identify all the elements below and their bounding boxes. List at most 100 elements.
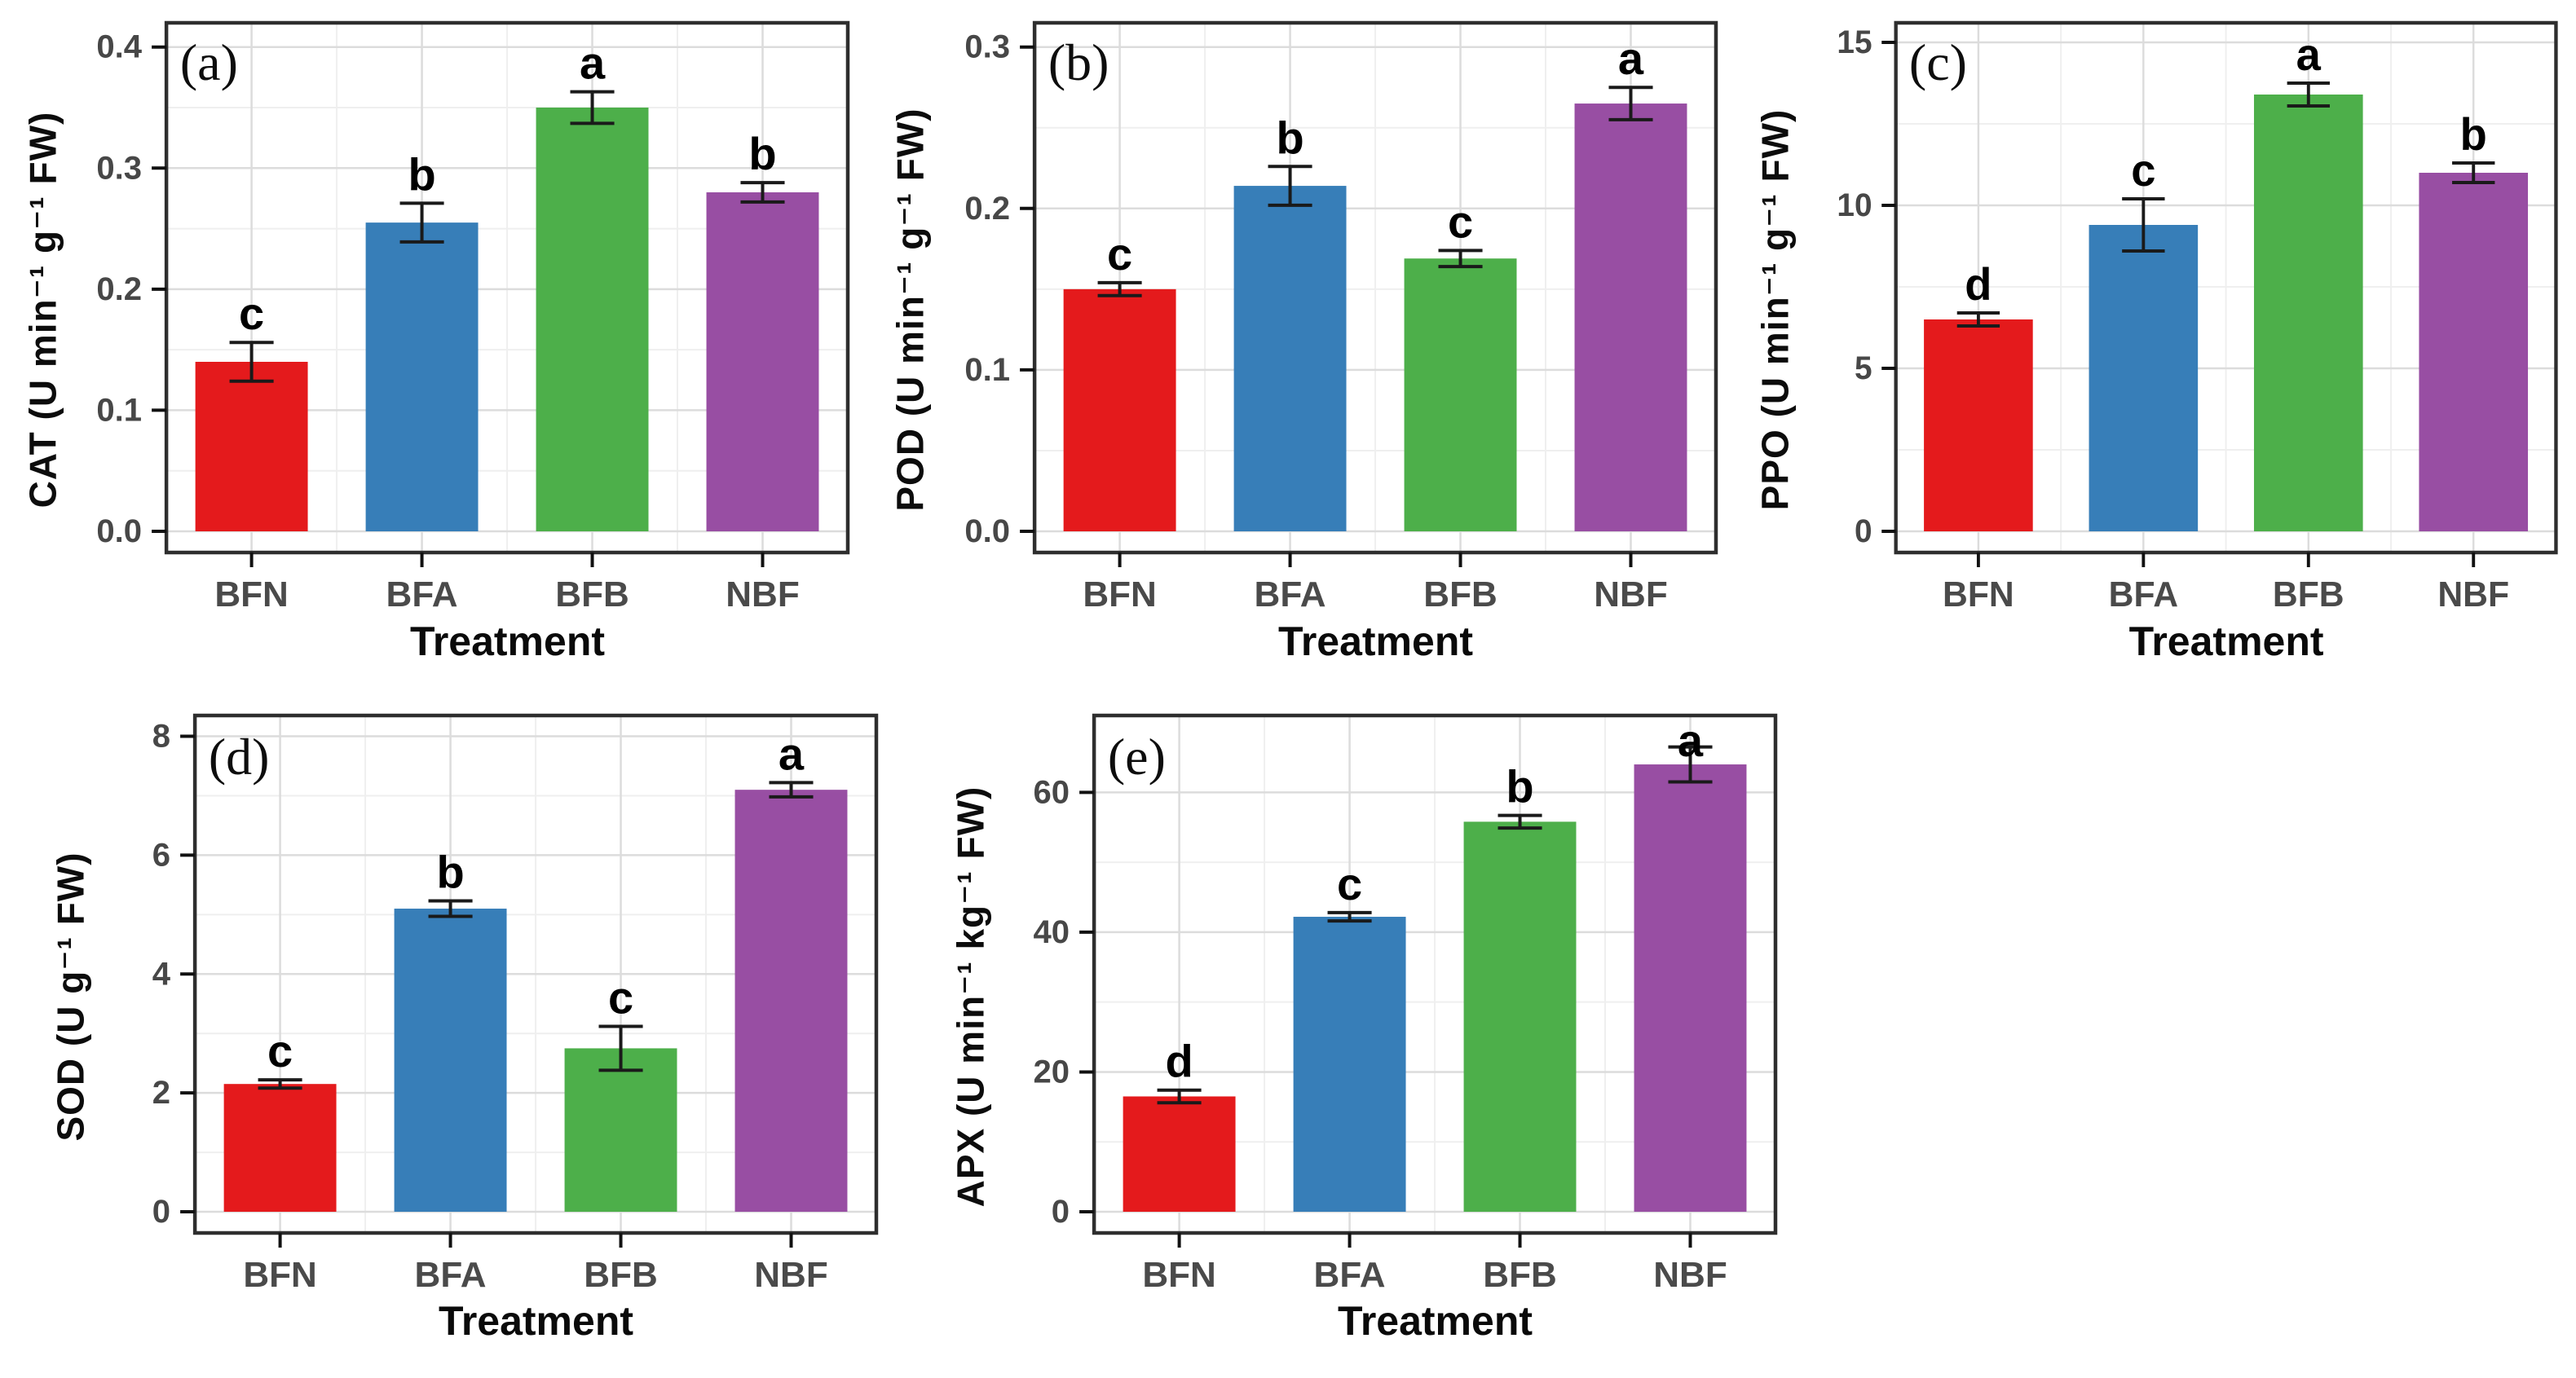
sig-letter-BFA: b [436,847,464,898]
panel-cat: CAT (U min⁻¹ g⁻¹ FW) c b a b 0.0 0.1 0.2 0.3 0.4… [8,5,860,696]
x-tick-label-NBF: NBF [2437,575,2509,614]
y-tick-label: 10 [1837,187,1872,224]
bar-BFB [536,108,649,531]
x-axis-title: Treatment [2128,619,2324,664]
plot-canvas-ppo: d c a b 0 5 10 15 BFN BFA BFB NBF [1837,20,2558,614]
sig-letter-BFA: b [1276,112,1303,163]
y-tick-label: 0.2 [964,191,1010,227]
sig-letter-BFN: d [1165,1036,1193,1087]
x-tick-label-NBF: NBF [726,575,800,614]
y-tick-label: 5 [1855,350,1872,387]
panel-label-d: (d) [208,728,270,786]
x-axis-title: Treatment [410,619,606,664]
x-tick-label-BFN: BFN [243,1255,317,1294]
panel-label-c: (c) [1908,33,1967,91]
bar-NBF [2419,173,2529,531]
x-tick-label-BFB: BFB [1483,1255,1557,1294]
y-axis-title-text: POD (U min⁻¹ g⁻¹ FW) [889,108,933,512]
bar-BFA [2089,225,2199,531]
panel-frame [1032,20,1718,555]
x-tick-label-BFA: BFA [2109,575,2178,614]
bar-BFA [1293,917,1406,1212]
sig-letter-BFB: c [1448,196,1473,247]
x-tick-label-BFB: BFB [584,1255,658,1294]
sig-letter-BFN: c [267,1025,293,1076]
y-axis-title-apx: APX (U min⁻¹ kg⁻¹ FW) [936,699,1004,1294]
bar-NBF [1574,103,1687,532]
y-axis-title-text: APX (U min⁻¹ kg⁻¹ FW) [949,786,991,1208]
bar-BFB [2253,95,2363,531]
x-tick-label-NBF: NBF [1653,1255,1727,1294]
plot-canvas-sod: c b c a 0 2 4 6 8 BFN BFA BFB NBF [152,713,879,1294]
y-tick-label: 0.1 [96,392,142,428]
x-tick-label-BFB: BFB [2273,575,2344,614]
bar-BFN [1123,1096,1236,1212]
y-tick-label: 0.3 [96,150,142,186]
y-axis-title-pod: POD (U min⁻¹ g⁻¹ FW) [876,5,945,614]
panel-apx: APX (U min⁻¹ kg⁻¹ FW) d c b a 0 20 40 60 BFN BFA B… [936,699,1788,1376]
panel-label-e: (e) [1107,728,1166,786]
panel-ppo: PPO (U min⁻¹ g⁻¹ FW) d c a b 0 5 10 15 BFN BFA BFB… [1740,5,2568,696]
y-axis-title-text: SOD (U g⁻¹ FW) [50,852,92,1142]
x-tick-label-BFN: BFN [1142,1255,1216,1294]
x-tick-label-NBF: NBF [1594,575,1668,614]
x-tick-label-BFB: BFB [555,575,629,614]
bar-BFB [1463,821,1577,1212]
y-tick-label: 0.0 [96,513,142,549]
bar-NBF [706,192,819,531]
y-axis-title-text: PPO (U min⁻¹ g⁻¹ FW) [1753,108,1796,511]
y-tick-label: 60 [1034,774,1070,810]
bar-BFA [1233,186,1347,532]
sig-letter-BFA: c [1337,858,1362,909]
y-axis-title-sod: SOD (U g⁻¹ FW) [37,699,105,1294]
x-tick-label-BFA: BFA [1314,1255,1386,1294]
sig-letter-NBF: a [1678,715,1704,766]
x-axis-title: Treatment [1338,1298,1533,1344]
y-tick-label: 4 [152,956,171,992]
plot-canvas-pod: c b c a 0.0 0.1 0.2 0.3 BFN BFA BFB NBF [964,20,1718,614]
sig-letter-BFN: c [1107,228,1132,280]
y-tick-label: 8 [152,719,170,755]
bar-BFA [394,909,507,1212]
y-axis-title-ppo: PPO (U min⁻¹ g⁻¹ FW) [1740,5,1809,614]
x-tick-label-BFB: BFB [1423,575,1498,614]
sig-letter-NBF: a [779,728,805,779]
y-tick-label: 40 [1034,914,1070,950]
panel-sod: SOD (U g⁻¹ FW) c b c a 0 2 4 6 8 BFN BFA BFB NBF (d)… [37,699,889,1376]
panel-frame [1894,20,2558,555]
bar-NBF [734,790,848,1212]
x-tick-label-BFA: BFA [1255,575,1326,614]
sig-letter-BFA: c [2131,144,2155,196]
bar-BFN [1924,319,2033,531]
x-tick-label-BFA: BFA [415,1255,487,1294]
bar-BFA [365,222,479,531]
y-axis-title-cat: CAT (U min⁻¹ g⁻¹ FW) [8,5,77,614]
bar-BFN [195,362,308,531]
y-tick-label: 15 [1837,24,1872,61]
x-tick-label-BFN: BFN [214,575,289,614]
y-tick-label: 0 [1855,513,1872,550]
y-tick-label: 0.2 [96,271,142,307]
x-tick-label-BFA: BFA [386,575,458,614]
sig-letter-BFA: b [408,148,435,200]
bar-BFN [1063,288,1176,531]
y-tick-label: 2 [152,1075,170,1111]
y-tick-label: 20 [1034,1054,1070,1090]
plot-canvas-cat: c b a b 0.0 0.1 0.2 0.3 0.4 BFN BFA BFB NBF [96,20,850,614]
sig-letter-BFN: c [239,288,264,339]
panel-pod: POD (U min⁻¹ g⁻¹ FW) c b c a 0.0 0.1 0.2 0.3 BFN… [876,5,1728,696]
sig-letter-BFB: c [608,971,633,1023]
y-axis-title-text: CAT (U min⁻¹ g⁻¹ FW) [21,111,64,508]
x-tick-label-BFN: BFN [1083,575,1157,614]
sig-letter-NBF: a [1618,33,1644,84]
sig-letter-BFN: d [1965,258,1992,310]
x-axis-title: Treatment [1278,619,1474,664]
plot-canvas-apx: d c b a 0 20 40 60 BFN BFA BFB NBF [1034,713,1778,1294]
sig-letter-BFB: a [580,37,606,89]
y-tick-label: 0 [1052,1194,1070,1230]
bar-BFN [223,1084,337,1212]
panel-label-a: (a) [179,33,238,91]
sig-letter-BFB: b [1506,761,1533,812]
x-tick-label-BFN: BFN [1943,575,2014,614]
